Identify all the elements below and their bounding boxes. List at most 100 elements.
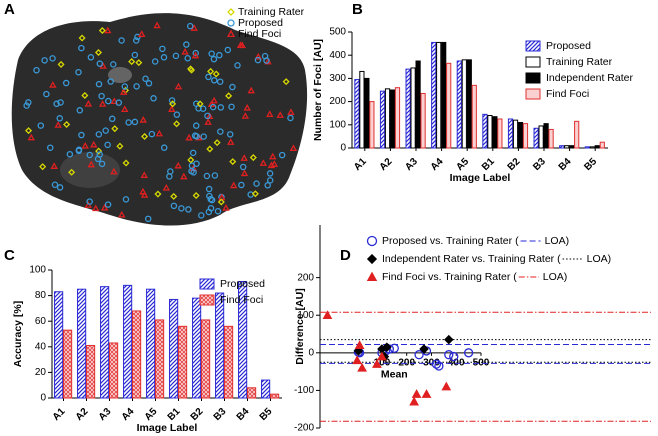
focus-marker bbox=[203, 172, 211, 180]
x-axis-label: Mean bbox=[381, 369, 408, 381]
focus-marker bbox=[287, 108, 295, 116]
focus-marker bbox=[98, 100, 107, 107]
focus-marker bbox=[128, 58, 136, 66]
focus-marker bbox=[211, 172, 219, 179]
bar bbox=[364, 77, 370, 149]
focus-marker bbox=[56, 115, 63, 122]
bar bbox=[420, 92, 426, 149]
x-tick-label: B5 bbox=[582, 156, 599, 173]
x-tick-label: B4 bbox=[235, 406, 252, 423]
data-point bbox=[444, 350, 454, 360]
focus-marker bbox=[210, 77, 218, 84]
focus-marker bbox=[191, 51, 200, 59]
focus-marker bbox=[196, 100, 204, 108]
y-axis-label: Number of Foci [AU] bbox=[312, 39, 324, 141]
focus-marker bbox=[50, 162, 58, 169]
bar bbox=[441, 41, 447, 149]
data-point bbox=[322, 310, 333, 319]
focus-marker bbox=[148, 130, 156, 138]
legend-marker bbox=[226, 29, 236, 38]
focus-marker bbox=[168, 97, 176, 104]
focus-marker bbox=[240, 169, 249, 177]
x-tick-label: B1 bbox=[166, 406, 183, 423]
focus-marker bbox=[169, 100, 177, 108]
legend-label: LOA) bbox=[543, 271, 568, 283]
bar bbox=[543, 123, 549, 149]
focus-marker bbox=[49, 55, 56, 62]
bar bbox=[507, 118, 514, 149]
y-tick-label: 100 bbox=[29, 265, 46, 276]
focus-marker bbox=[57, 99, 64, 106]
focus-marker bbox=[229, 181, 238, 189]
bar bbox=[487, 115, 493, 149]
x-tick-label: A1 bbox=[51, 406, 68, 423]
panel-letter: C bbox=[4, 247, 15, 264]
bar bbox=[169, 298, 179, 399]
bar bbox=[522, 123, 529, 149]
focus-marker bbox=[90, 140, 98, 148]
focus-marker bbox=[139, 116, 147, 123]
focus-marker bbox=[95, 131, 103, 138]
focus-marker bbox=[141, 132, 149, 141]
y-tick-label: 0 bbox=[40, 393, 46, 404]
x-tick-label: A3 bbox=[97, 406, 114, 423]
focus-marker bbox=[200, 133, 207, 140]
bar bbox=[594, 145, 600, 149]
focus-marker bbox=[269, 152, 277, 160]
data-point bbox=[389, 343, 399, 353]
focus-marker bbox=[110, 167, 118, 175]
focus-marker bbox=[131, 51, 139, 59]
y-tick-label: 20 bbox=[35, 367, 47, 378]
focus-marker bbox=[187, 156, 195, 164]
focus-marker bbox=[25, 99, 32, 106]
focus-marker bbox=[183, 41, 190, 48]
focus-marker bbox=[122, 196, 130, 203]
focus-marker bbox=[170, 192, 178, 200]
focus-marker bbox=[228, 103, 235, 111]
focus-marker bbox=[251, 190, 259, 198]
focus-marker bbox=[95, 80, 103, 88]
focus-marker bbox=[253, 180, 260, 187]
focus-marker bbox=[86, 198, 93, 205]
x-tick-label: B2 bbox=[189, 406, 206, 423]
bar bbox=[354, 79, 360, 149]
focus-marker bbox=[121, 105, 129, 112]
data-point bbox=[421, 389, 432, 398]
focus-marker bbox=[104, 141, 111, 149]
focus-marker bbox=[188, 162, 196, 169]
y-tick-label: 80 bbox=[35, 290, 47, 301]
bar bbox=[201, 319, 211, 399]
focus-marker bbox=[135, 59, 143, 67]
focus-marker bbox=[132, 37, 140, 44]
focus-marker bbox=[154, 190, 162, 198]
x-tick-label: A5 bbox=[454, 156, 471, 173]
focus-marker bbox=[186, 22, 194, 30]
legend-label: Find Foci bbox=[546, 88, 589, 100]
legend-swatch bbox=[525, 88, 541, 100]
focus-marker bbox=[25, 127, 33, 135]
bar bbox=[100, 286, 110, 399]
focus-marker bbox=[185, 133, 193, 141]
focus-marker bbox=[243, 103, 251, 111]
focus-marker bbox=[241, 112, 250, 119]
focus-marker bbox=[229, 158, 237, 166]
focus-marker bbox=[115, 99, 123, 106]
focus-marker bbox=[214, 207, 222, 215]
focus-marker bbox=[139, 187, 147, 195]
focus-marker bbox=[63, 120, 71, 128]
focus-marker bbox=[205, 208, 213, 216]
y-tick-label: 100 bbox=[329, 119, 346, 130]
focus-marker bbox=[225, 92, 233, 100]
focus-marker bbox=[145, 80, 153, 87]
focus-marker bbox=[118, 210, 126, 218]
focus-marker bbox=[41, 57, 48, 64]
focus-marker bbox=[162, 183, 171, 191]
bar bbox=[389, 89, 396, 149]
focus-marker bbox=[205, 73, 212, 81]
x-tick-label: A2 bbox=[74, 406, 91, 423]
focus-marker bbox=[173, 120, 181, 128]
focus-marker bbox=[166, 173, 173, 180]
bar bbox=[431, 41, 437, 149]
data-point bbox=[354, 340, 365, 350]
focus-marker bbox=[125, 119, 132, 126]
